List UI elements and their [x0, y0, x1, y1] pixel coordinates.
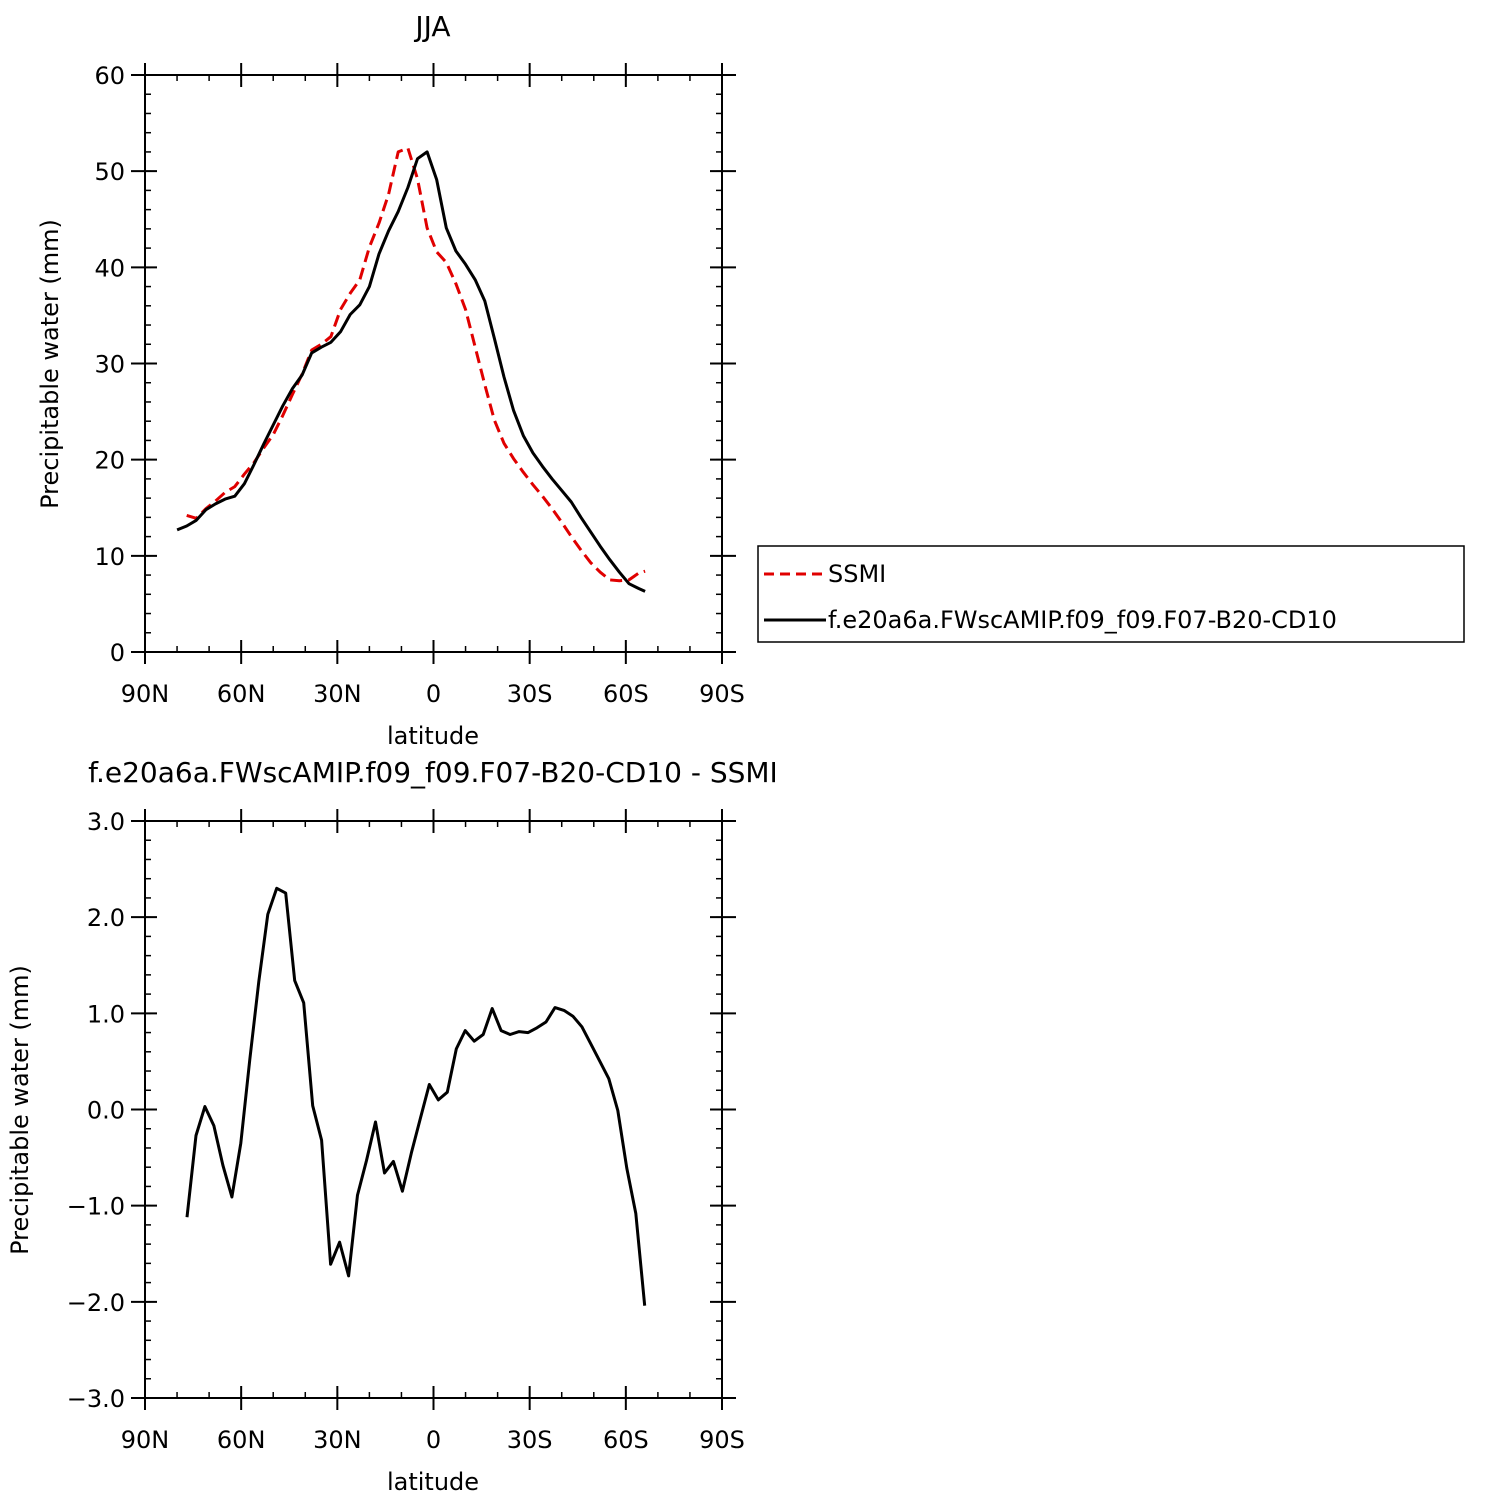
legend-box — [757, 545, 1465, 643]
bottom-chart-y-tick-label: −1.0 — [67, 1193, 125, 1221]
top-chart-x-tick-label: 60N — [217, 680, 266, 708]
top-chart-y-tick-label: 60 — [94, 62, 125, 90]
bottom-chart-x-tick-label: 60S — [603, 1426, 649, 1454]
legend-label-ssmi: SSMI — [828, 560, 886, 588]
bottom-chart-x-tick-label: 90S — [699, 1426, 745, 1454]
bottom-chart-x-tick-label: 60N — [217, 1426, 266, 1454]
bottom-chart-y-tick-label: 0.0 — [87, 1097, 125, 1125]
top-chart-y-tick-label: 20 — [94, 447, 125, 475]
top-chart-x-tick-label: 30S — [507, 680, 553, 708]
bottom-chart-plot-area: 90N 60N 30N 0 30S 60S 90S −3.0 −2.0 −1.0 0.0 1.0 2.0… — [67, 808, 745, 1454]
bottom-chart-frame — [144, 820, 723, 1399]
top-chart-legend: SSMI f.e20a6a.FWscAMIP.f09_f09.F07-B20-C… — [757, 545, 1465, 643]
bottom-chart-y-tick-label: 1.0 — [87, 1000, 125, 1028]
bottom-chart-y-tick-label: 2.0 — [87, 904, 125, 932]
top-chart-y-tick-label: 0 — [110, 639, 125, 667]
top-chart-y-tick-label: 50 — [94, 158, 125, 186]
bottom-chart-x-tick-label: 0 — [426, 1426, 441, 1454]
bottom-chart-title: f.e20a6a.FWscAMIP.f09_f09.F07-B20-CD10 -… — [88, 756, 778, 789]
top-chart-x-tick-label: 0 — [426, 680, 441, 708]
legend-label-model: f.e20a6a.FWscAMIP.f09_f09.F07-B20-CD10 — [828, 606, 1337, 634]
bottom-chart-y-tick-label: −3.0 — [67, 1385, 125, 1413]
top-chart-x-tick-label: 90S — [699, 680, 745, 708]
top-chart-y-tick-label: 30 — [94, 351, 125, 379]
bottom-chart-x-axis-title: latitude — [387, 1468, 479, 1496]
bottom-chart-x-tick-label: 90N — [121, 1426, 170, 1454]
bottom-chart-x-tick-label: 30S — [507, 1426, 553, 1454]
top-chart-plot-area: 90N 60N 30N 0 30S 60S 90S 0 10 20 30 40 50 60 — [94, 62, 744, 708]
bottom-chart-y-tick-label: 3.0 — [87, 808, 125, 836]
top-chart-y-tick-label: 10 — [94, 543, 125, 571]
bottom-chart-series-line-0 — [185, 886, 647, 1306]
bottom-chart-panel: f.e20a6a.FWscAMIP.f09_f09.F07-B20-CD10 -… — [6, 756, 778, 1496]
top-chart-x-tick-label: 90N — [121, 680, 170, 708]
top-chart-x-axis-title: latitude — [387, 722, 479, 750]
top-chart-y-tick-label: 40 — [94, 254, 125, 282]
top-chart-frame — [144, 74, 723, 653]
top-chart-panel: JJA 90N 60N 30N 0 30S 60S 90S 0 10 20 30 40 50 60 lat… — [36, 10, 1465, 750]
bottom-chart-y-tick-label: −2.0 — [67, 1289, 125, 1317]
top-chart-title: JJA — [413, 10, 450, 43]
bottom-chart-y-axis-title: Precipitable water (mm) — [6, 965, 34, 1255]
top-chart-x-tick-label: 30N — [313, 680, 362, 708]
top-chart-series-line-0 — [186, 146, 646, 583]
top-chart-x-tick-label: 60S — [603, 680, 649, 708]
top-chart-series-line-1 — [176, 150, 646, 593]
bottom-chart-x-tick-label: 30N — [313, 1426, 362, 1454]
top-chart-y-axis-title: Precipitable water (mm) — [36, 219, 64, 509]
